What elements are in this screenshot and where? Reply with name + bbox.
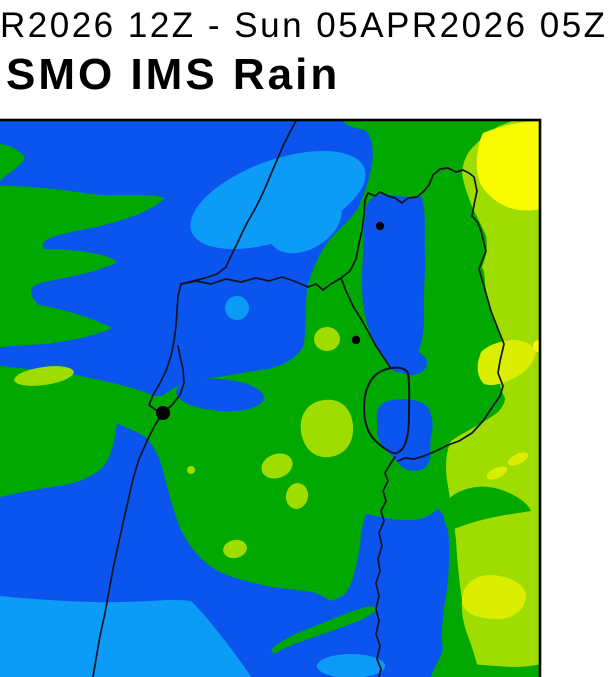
rain-region-lightblue-northwest <box>190 150 366 250</box>
river-south <box>375 456 396 677</box>
rain-region-paleyellow-dash2 <box>507 452 529 466</box>
forecast-period-label: R2026 12Z - Sun 05APR2026 05Z <box>0 6 608 45</box>
rain-region-green-spit <box>271 606 378 654</box>
rain-region-blue-inland-tongue <box>176 378 264 412</box>
city-dot-north <box>375 221 385 231</box>
rain-region-lightblue-northwest-lobe <box>268 190 342 254</box>
rain-region-lightblue-sea <box>0 596 251 677</box>
city-dot-large <box>156 406 170 420</box>
rain-region-lightblue-bottom-spot <box>317 654 385 677</box>
rain-region-lightgreen-speck <box>187 466 195 474</box>
map-title: SMO IMS Rain <box>6 50 341 99</box>
lake-outline <box>363 366 411 455</box>
rain-region-green-west-tongues <box>0 144 165 347</box>
border-upper-river <box>340 277 391 368</box>
rain-region-yellow-edge-spot <box>533 340 540 352</box>
rain-region-blue-valley-north <box>362 194 426 373</box>
rain-region-lightgreen-blob1 <box>261 453 293 479</box>
border-northern <box>180 276 342 291</box>
rain-region-lightblue-spot <box>225 296 249 320</box>
border-bay-arc <box>162 345 185 414</box>
rain-region-blue-lake-north <box>395 351 427 375</box>
rain-region-yellow-northeast <box>476 121 540 211</box>
rain-region-lightgreen-east <box>446 120 540 677</box>
rain-region-lightgreen-blob3 <box>223 539 247 559</box>
city-dot-central <box>351 335 361 345</box>
rain-region-paleyellow-southeast <box>461 575 526 620</box>
map-frame <box>0 118 542 677</box>
border-lines-group <box>92 120 505 677</box>
rain-region-lightgreen-central <box>314 327 340 351</box>
rain-region-lightgreen-lake-west <box>300 399 354 458</box>
rain-region-lightgreen-streak <box>14 366 74 386</box>
border-northeast-golan <box>340 167 505 462</box>
rain-region-green-wedge-east <box>443 486 531 531</box>
rain-region-green-bottom-band <box>446 662 540 677</box>
rain-region-paleyellow-dash1 <box>486 466 508 480</box>
border-coastline <box>92 120 298 677</box>
rain-region-paleyellow-mid-east <box>477 340 536 386</box>
rain-region-lightgreen-blob2 <box>285 483 309 509</box>
